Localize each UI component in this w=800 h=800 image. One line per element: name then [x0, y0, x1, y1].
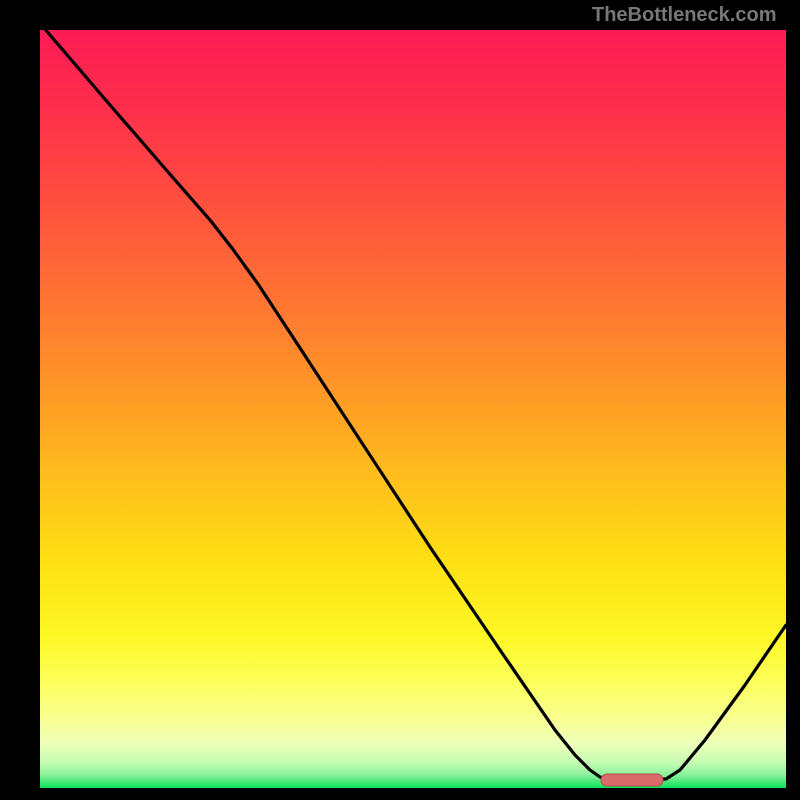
- chart-svg: [0, 0, 800, 800]
- plot-background: [40, 30, 786, 788]
- optimal-marker: [601, 774, 663, 786]
- watermark-text: TheBottleneck.com: [592, 4, 776, 27]
